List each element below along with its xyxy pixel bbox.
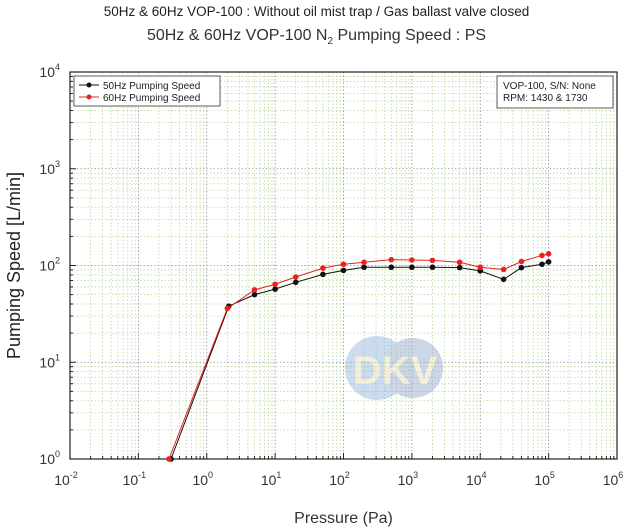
data-point — [251, 291, 258, 298]
x-tick-label: 106 — [603, 470, 624, 488]
data-point — [272, 281, 278, 288]
data-point — [500, 266, 507, 273]
data-point — [361, 259, 367, 266]
y-tick-label: 103 — [39, 159, 60, 177]
y-axis-label: Pumping Speed [L/min] — [4, 172, 24, 359]
data-point — [456, 259, 463, 266]
chart-title: 50Hz & 60Hz VOP-100 : Without oil mist t… — [103, 4, 530, 19]
y-tick-label: 101 — [39, 352, 60, 370]
data-point — [272, 286, 278, 292]
annotation-frame — [496, 75, 614, 109]
data-point — [388, 256, 395, 263]
data-point — [429, 264, 436, 271]
data-point — [340, 267, 347, 274]
chart-subtitle: 50Hz & 60Hz VOP-100 N2 Pumping Speed : P… — [0, 27, 633, 47]
annotation-text: VOP-100, S/N: None — [503, 81, 596, 92]
data-point — [251, 287, 258, 293]
annotation-text: RPM: 1430 & 1730 — [503, 93, 588, 104]
data-point — [429, 257, 436, 264]
x-axis-label: Pressure (Pa) — [294, 510, 393, 527]
data-point — [539, 252, 545, 259]
legend-marker — [86, 94, 92, 100]
x-tick-label: 101 — [261, 470, 282, 488]
data-point — [539, 261, 545, 268]
data-point — [224, 305, 231, 312]
data-point — [477, 264, 484, 271]
watermark-globe — [345, 336, 409, 400]
data-point — [409, 257, 415, 263]
x-tick-label: 102 — [329, 470, 350, 488]
legend-label: 60Hz Pumping Speed — [103, 93, 200, 104]
subtitle-subscript: 2 — [327, 36, 334, 48]
watermark-logo: DKV — [345, 336, 443, 400]
watermark-gear — [383, 338, 443, 398]
data-point — [456, 264, 463, 271]
data-point — [545, 251, 552, 257]
subtitle-prefix: 50Hz & 60Hz VOP-100 N — [146, 27, 328, 44]
x-tick-label: 10-1 — [123, 470, 147, 488]
x-tick-label: 105 — [534, 470, 555, 488]
x-tick-label: 10-2 — [54, 470, 78, 488]
y-tick-label: 104 — [39, 62, 60, 80]
data-point — [320, 271, 326, 278]
data-point — [500, 276, 507, 283]
data-point — [409, 264, 415, 271]
watermark-text: DKV — [353, 349, 438, 393]
data-point — [518, 258, 525, 265]
legend-marker — [86, 82, 92, 88]
data-point — [292, 274, 299, 280]
x-tick-label: 100 — [192, 470, 213, 488]
x-tick-label: 104 — [466, 470, 487, 488]
legend-box — [73, 75, 221, 107]
data-point — [518, 264, 525, 271]
data-point — [388, 264, 395, 271]
data-point — [545, 259, 552, 265]
data-point — [320, 265, 326, 271]
legend-label: 50Hz Pumping Speed — [103, 81, 200, 92]
data-point — [340, 261, 347, 268]
data-point — [361, 264, 367, 271]
data-point — [292, 279, 299, 286]
y-tick-label: 102 — [39, 256, 60, 274]
y-tick-label: 100 — [39, 449, 60, 467]
x-tick-label: 103 — [398, 470, 419, 488]
data-point — [166, 456, 172, 462]
subtitle-suffix: Pumping Speed : PS — [333, 27, 487, 44]
